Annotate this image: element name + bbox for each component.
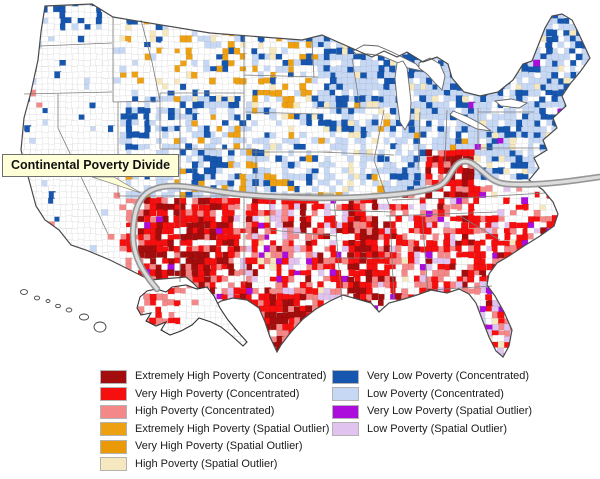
legend-left-column: Extremely High Poverty (Concentrated) Ver… <box>100 369 330 471</box>
divide-line <box>129 157 600 293</box>
lake-erie <box>449 110 492 132</box>
legend-item-label: High Poverty (Spatial Outlier) <box>135 457 278 470</box>
callout-label: Continental Poverty Divide <box>11 158 171 172</box>
legend-swatch-left-5 <box>100 457 127 471</box>
legend-item: Very High Poverty (Concentrated) <box>100 387 329 401</box>
legend-item-label: Very High Poverty (Concentrated) <box>135 387 300 400</box>
lake-michigan <box>394 60 412 131</box>
legend-swatch-left-4 <box>100 439 127 454</box>
legend-swatch-left-0 <box>100 369 127 384</box>
legend-swatch-right-0 <box>332 369 359 384</box>
legend-item-label: Very Low Poverty (Concentrated) <box>367 370 530 382</box>
legend-item-label: Very Low Poverty (Spatial Outlier) <box>367 405 533 417</box>
great-lakes <box>352 44 529 132</box>
legend-item: Very Low Poverty (Spatial Outlier) <box>332 404 533 419</box>
legend-item: Low Poverty (Concentrated) <box>332 387 532 401</box>
legend: Extremely High Poverty (Concentrated) Ver… <box>0 368 600 479</box>
legend-swatch-left-1 <box>100 387 127 401</box>
legend-right-column: Very Low Poverty (Concentrated) Low Pover… <box>332 369 533 436</box>
legend-swatch-left-2 <box>100 404 127 419</box>
lake-ontario <box>493 98 529 109</box>
legend-swatch-right-1 <box>332 387 359 401</box>
us-outline <box>20 3 591 358</box>
legend-swatch-left-3 <box>100 422 127 436</box>
legend-item: High Poverty (Concentrated) <box>100 404 329 419</box>
legend-item-label: High Poverty (Concentrated) <box>135 405 275 417</box>
alaska-outline <box>136 284 248 347</box>
callout-tail <box>91 176 142 194</box>
state-borders <box>23 17 546 301</box>
lake-huron <box>418 57 446 91</box>
legend-item-label: Low Poverty (Spatial Outlier) <box>367 422 507 435</box>
legend-item-label: Extremely High Poverty (Concentrated) <box>135 370 327 382</box>
legend-item: Extremely High Poverty (Spatial Outlier) <box>100 422 330 436</box>
legend-item: Very High Poverty (Spatial Outlier) <box>100 439 329 454</box>
legend-item: High Poverty (Spatial Outlier) <box>100 457 329 471</box>
callout: Continental Poverty Divide <box>2 154 180 177</box>
legend-item-label: Extremely High Poverty (Spatial Outlier) <box>135 422 330 435</box>
legend-swatch-right-3 <box>332 422 359 436</box>
legend-item: Very Low Poverty (Concentrated) <box>332 369 532 384</box>
legend-swatch-right-2 <box>332 404 359 419</box>
legend-item-label: Very High Poverty (Spatial Outlier) <box>135 440 303 452</box>
legend-item: Extremely High Poverty (Concentrated) <box>100 369 329 384</box>
legend-item: Low Poverty (Spatial Outlier) <box>332 422 532 436</box>
hawaii-inset <box>20 289 107 333</box>
legend-item-label: Low Poverty (Concentrated) <box>367 387 504 400</box>
